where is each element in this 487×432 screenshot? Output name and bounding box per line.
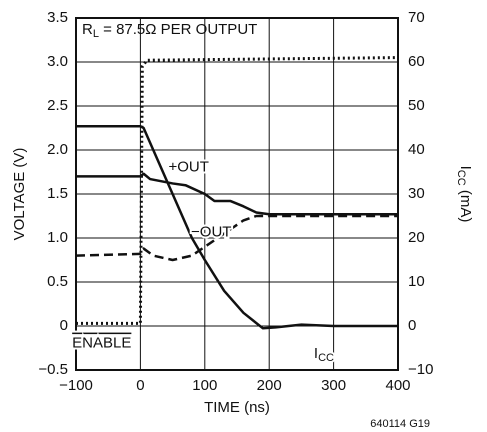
y-tick-label: 2.0 xyxy=(47,141,68,158)
x-tick-label: 0 xyxy=(136,377,144,394)
y2-tick-label: 0 xyxy=(408,317,416,334)
series-label: ICC xyxy=(314,345,334,364)
series-label: ENABLE xyxy=(72,335,131,352)
y2-tick-label: 60 xyxy=(408,53,425,70)
series-line xyxy=(76,124,398,330)
x-tick-label: 200 xyxy=(257,377,282,394)
y-tick-label: 0 xyxy=(60,317,68,334)
x-tick-label: 300 xyxy=(321,377,346,394)
y2-tick-label: 40 xyxy=(408,141,425,158)
series-label-name: +OUT xyxy=(168,159,208,176)
y-tick-label: 1.5 xyxy=(47,185,68,202)
y2-tick-label: 30 xyxy=(408,185,425,202)
x-tick-label: 100 xyxy=(192,377,217,394)
y2-tick-label: −10 xyxy=(408,361,433,378)
series-label: −OUT xyxy=(191,224,231,241)
y-axis-label: VOLTAGE (V) xyxy=(11,148,28,241)
series-label: +OUT xyxy=(168,159,208,176)
x-axis-label: TIME (ns) xyxy=(204,399,270,416)
y2-tick-label: 70 xyxy=(408,9,425,26)
y-tick-label: 3.0 xyxy=(47,53,68,70)
series-line xyxy=(75,214,398,262)
y-tick-label: 1.0 xyxy=(47,229,68,246)
plot-frame xyxy=(75,17,399,371)
y-tick-label: 0.5 xyxy=(47,273,68,290)
series-label-name: ENABLE xyxy=(72,335,131,352)
footnote: 640114 G19 xyxy=(370,418,430,430)
x-tick-label: 400 xyxy=(385,377,410,394)
y2-tick-label: 20 xyxy=(408,229,425,246)
series-line xyxy=(76,56,399,325)
series-label-name: −OUT xyxy=(191,224,231,241)
y2-tick-label: 10 xyxy=(408,273,425,290)
series-line xyxy=(76,172,398,216)
y-tick-label: 3.5 xyxy=(47,9,68,26)
series-label-sub: CC xyxy=(318,352,334,364)
series-label-name: I xyxy=(314,345,318,362)
y-tick-label: −0.5 xyxy=(38,361,68,378)
y-tick-label: 2.5 xyxy=(47,97,68,114)
x-tick-label: −100 xyxy=(59,377,93,394)
annotation: RL = 87.5Ω PER OUTPUT xyxy=(82,21,257,40)
y2-axis-label: ICC (mA) xyxy=(455,166,474,223)
y2-tick-label: 50 xyxy=(408,97,425,114)
